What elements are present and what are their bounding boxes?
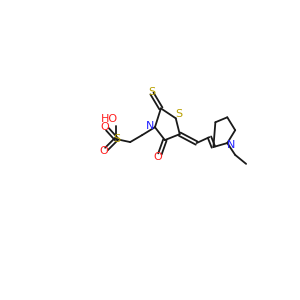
Text: HO: HO xyxy=(101,114,118,124)
Text: N: N xyxy=(227,140,236,150)
Text: N: N xyxy=(146,121,154,131)
Text: O: O xyxy=(99,146,108,156)
Text: S: S xyxy=(113,134,120,144)
Text: O: O xyxy=(100,122,109,132)
Text: S: S xyxy=(175,109,182,119)
Text: S: S xyxy=(148,86,155,97)
Text: O: O xyxy=(154,152,162,162)
